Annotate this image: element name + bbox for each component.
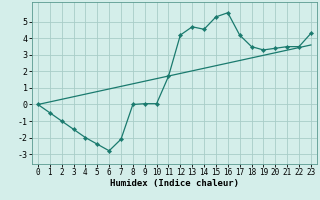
X-axis label: Humidex (Indice chaleur): Humidex (Indice chaleur) bbox=[110, 179, 239, 188]
